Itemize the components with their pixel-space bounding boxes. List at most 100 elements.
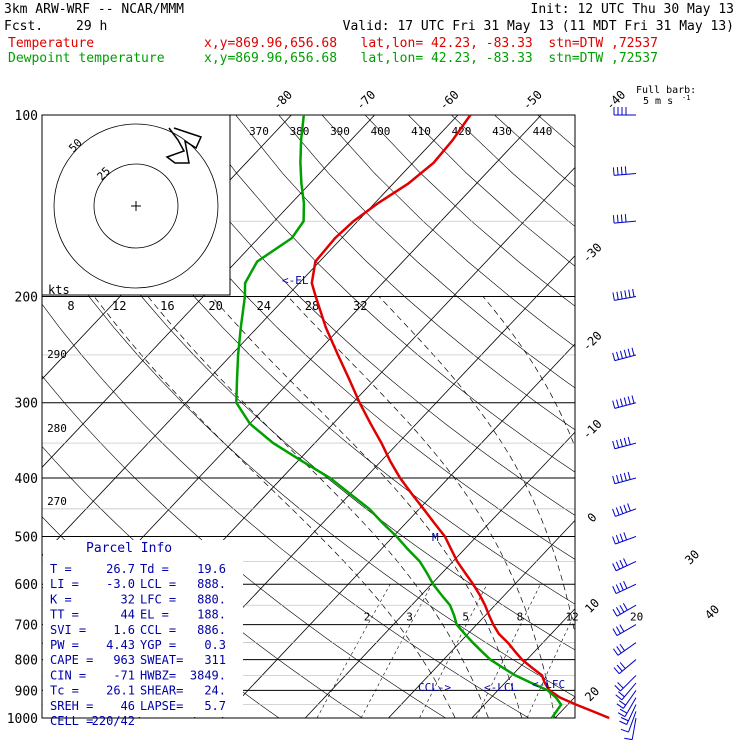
temperature-label: 40 [702, 602, 722, 622]
model-title: 3km ARW-WRF -- NCAR/MMM [4, 2, 185, 17]
parcel-info-value: 44 [121, 608, 135, 622]
parcel-info-key: SREH = [50, 699, 93, 713]
parcel-info-key: SVI = [50, 623, 86, 637]
dry-adiabat [364, 115, 575, 718]
temperature-label: -50 [520, 88, 545, 113]
mixing-ratio-line [316, 584, 391, 718]
parcel-info-value: 188. [197, 608, 226, 622]
mixing-ratio-line [475, 584, 541, 718]
wind-barb [612, 471, 637, 485]
dry-adiabat [581, 115, 740, 718]
pressure-tick-label: 500 [15, 530, 38, 545]
mid-marker: M [432, 531, 439, 544]
isotherm [221, 115, 575, 718]
parcel-info-key: YGP = [140, 638, 176, 652]
theta-label: 400 [371, 125, 391, 138]
wind-barb [617, 697, 637, 718]
mixing-ratio-label: 8 [517, 611, 524, 624]
dewpoint-profile [235, 114, 563, 719]
parcel-info-value: 26.1 [106, 684, 135, 698]
parcel-info-value: 26.7 [106, 562, 135, 576]
isotherm [304, 115, 575, 718]
wind-barb [612, 624, 637, 637]
parcel-level-marker: <-LFC [532, 678, 565, 691]
temperature-label: -70 [353, 88, 378, 113]
hodograph-trace [165, 127, 203, 164]
wind-speed-label: 12 [112, 299, 126, 313]
dry-adiabat [537, 115, 575, 718]
dry-adiabat-label: 270 [47, 495, 67, 508]
parcel-info-value: -3.0 [106, 577, 135, 591]
dewpoint-legend: Dewpoint temperature [8, 51, 165, 66]
parcel-info-box [43, 540, 243, 717]
wind-speed-label: 24 [257, 299, 271, 313]
pressure-tick-label: 700 [15, 619, 38, 634]
wind-barbs [612, 107, 637, 740]
moist-adiabat [287, 296, 556, 718]
wind-barb [612, 642, 637, 656]
isotherm [554, 115, 575, 718]
forecast-label: Fcst. [4, 19, 44, 34]
wind-barb [612, 603, 637, 617]
mixing-ratio-label: 12 [566, 611, 579, 624]
wind-barb [612, 214, 637, 224]
theta-label: 410 [411, 125, 431, 138]
pressure-tick-label: 1000 [7, 712, 38, 727]
mixing-ratio-label: 2 [364, 611, 371, 624]
dry-adiabat-label: 290 [47, 348, 67, 361]
barb-legend-exponent: -1 [682, 94, 690, 102]
wind-barb [612, 166, 637, 176]
theta-label: 430 [492, 125, 512, 138]
parcel-info-key: Td = [140, 562, 169, 576]
mixing-ratio-label: 20 [630, 611, 643, 624]
temperature-label: 10 [582, 596, 602, 616]
moist-adiabat [679, 297, 696, 719]
parcel-info-key: HWBZ= [140, 668, 176, 682]
parcel-info-key: LI = [50, 577, 79, 591]
parcel-info-key: LCL = [140, 577, 176, 591]
pressure-tick-label: 200 [15, 291, 38, 306]
temperature-label: -30 [580, 240, 605, 265]
temperature-label: -40 [603, 88, 628, 113]
dewpoint-location: x,y=869.96,656.68 lat,lon= 42.23, -83.33… [204, 51, 658, 66]
temperature-legend: Temperature [8, 36, 95, 51]
theta-label: 370 [249, 125, 269, 138]
parcel-info-value: -71 [113, 668, 135, 682]
pressure-tick-label: 600 [15, 578, 38, 593]
init-time: Init: 12 UTC Thu 30 May 13 [530, 2, 735, 17]
dry-adiabat [667, 115, 740, 718]
wind-barb [612, 503, 637, 517]
pressure-tick-label: 300 [15, 397, 38, 412]
valid-time: Valid: 17 UTC Fri 31 May 13 (11 MDT Fri … [342, 19, 734, 34]
temperature-label: 0 [585, 510, 600, 525]
parcel-level-marker: <-EL [282, 274, 309, 287]
pressure-tick-label: 900 [15, 684, 38, 699]
wind-barb [614, 675, 637, 692]
isotherm [471, 115, 575, 718]
wind-barb [612, 288, 637, 301]
pressure-tick-label: 100 [15, 109, 38, 124]
wind-barb [616, 690, 637, 709]
temperature-profile [310, 114, 610, 720]
mixing-ratio-label: 5 [462, 611, 469, 624]
temperature-label: 30 [682, 547, 702, 567]
hodograph-ring [53, 123, 219, 289]
parcel-info-key: T = [50, 562, 72, 576]
wind-barb [612, 395, 637, 409]
parcel-info-key: EL = [140, 608, 169, 622]
mixing-ratio-line [360, 584, 433, 718]
pressure-tick-label: 800 [15, 654, 38, 669]
parcel-info-key: PW = [50, 638, 79, 652]
dry-adiabat [278, 115, 575, 718]
parcel-info-key: CELL = [50, 714, 93, 728]
wind-speed-label: 16 [160, 299, 174, 313]
wind-barb [612, 558, 637, 572]
parcel-info-title: Parcel Info [86, 541, 172, 556]
temperature-label: -60 [436, 88, 461, 113]
moist-adiabat [588, 297, 655, 719]
theta-label: 380 [290, 125, 310, 138]
parcel-info-key: SWEAT= [140, 653, 183, 667]
theta-label: 390 [330, 125, 350, 138]
parcel-info-value: 886. [197, 623, 226, 637]
